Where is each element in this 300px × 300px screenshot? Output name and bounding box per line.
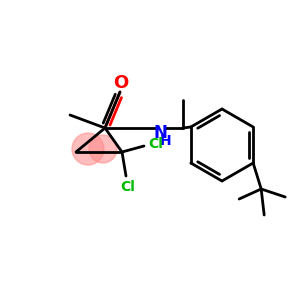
- Text: H: H: [160, 134, 172, 148]
- Circle shape: [72, 133, 104, 165]
- Text: Cl: Cl: [121, 180, 135, 194]
- Circle shape: [89, 135, 117, 163]
- Text: O: O: [113, 74, 129, 92]
- Text: Cl: Cl: [148, 137, 164, 151]
- Text: N: N: [153, 124, 167, 142]
